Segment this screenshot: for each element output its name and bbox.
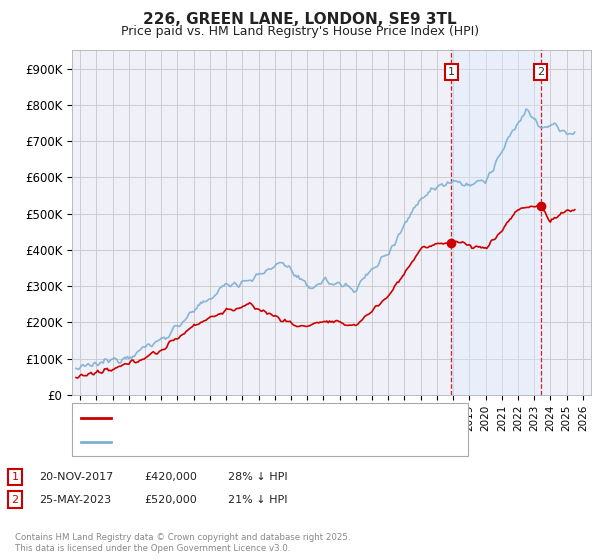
Text: 226, GREEN LANE, LONDON, SE9 3TL (semi-detached house): 226, GREEN LANE, LONDON, SE9 3TL (semi-d… — [117, 413, 434, 423]
Text: 226, GREEN LANE, LONDON, SE9 3TL: 226, GREEN LANE, LONDON, SE9 3TL — [143, 12, 457, 27]
Text: £420,000: £420,000 — [144, 472, 197, 482]
Text: HPI: Average price, semi-detached house, Greenwich: HPI: Average price, semi-detached house,… — [117, 436, 394, 446]
Text: 2: 2 — [11, 494, 19, 505]
Text: 20-NOV-2017: 20-NOV-2017 — [39, 472, 113, 482]
Text: £520,000: £520,000 — [144, 494, 197, 505]
Text: 21% ↓ HPI: 21% ↓ HPI — [228, 494, 287, 505]
Text: Contains HM Land Registry data © Crown copyright and database right 2025.
This d: Contains HM Land Registry data © Crown c… — [15, 533, 350, 553]
Text: 2: 2 — [537, 67, 544, 77]
Text: 1: 1 — [448, 67, 455, 77]
Text: 28% ↓ HPI: 28% ↓ HPI — [228, 472, 287, 482]
Text: 25-MAY-2023: 25-MAY-2023 — [39, 494, 111, 505]
Text: Price paid vs. HM Land Registry's House Price Index (HPI): Price paid vs. HM Land Registry's House … — [121, 25, 479, 38]
Bar — [451, 50, 541, 395]
Text: 1: 1 — [11, 472, 19, 482]
